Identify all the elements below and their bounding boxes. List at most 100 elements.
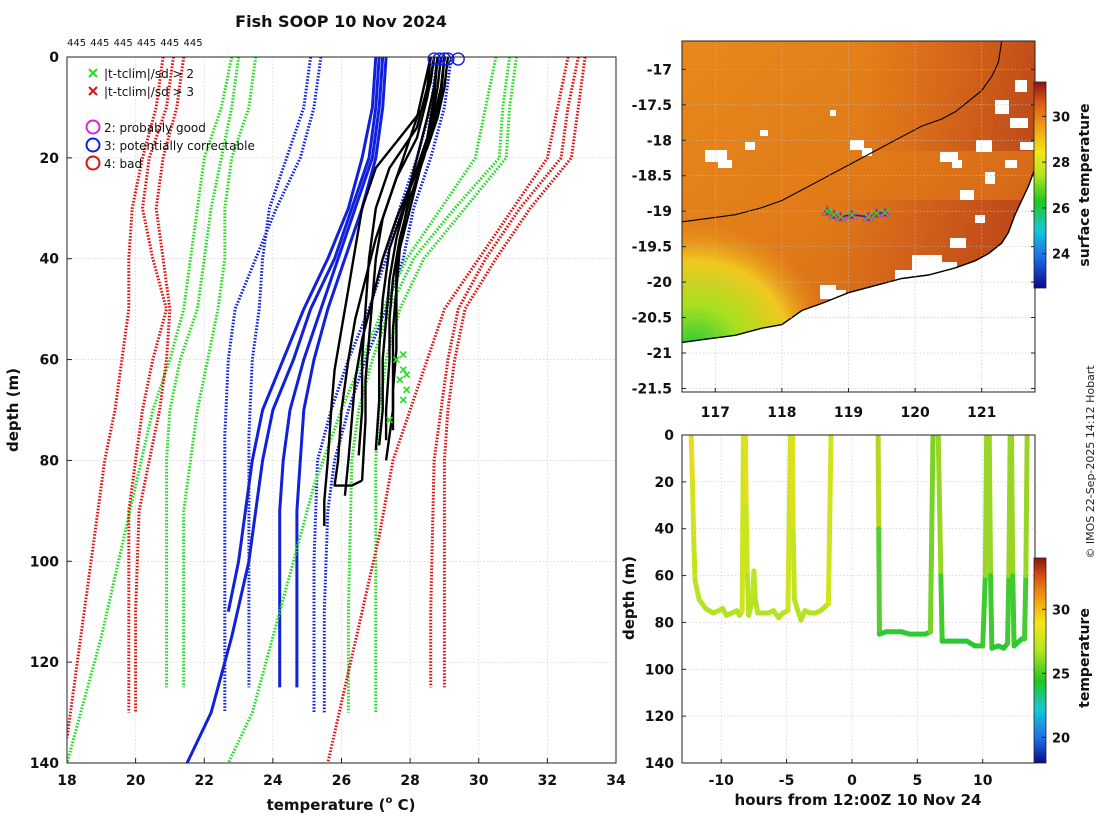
section-track-segment [742,435,749,508]
x-tick-label: 28 [400,773,419,789]
profile-id-label: 445 [67,38,86,49]
section-x-tick-label: -10 [709,773,735,789]
x-label-degree: o [385,795,392,806]
section-track-segment [825,435,834,607]
temperature-colorbar-tick-label: 30 [1052,603,1070,618]
y-tick-label: 0 [49,50,59,66]
x-tick-label: 34 [606,773,626,789]
profile-x-axis-label: temperature (o C) [267,795,416,814]
y-tick-label: 20 [40,151,60,167]
y-tick-label: 120 [30,655,59,671]
magenta-circle-icon [85,119,101,135]
climatology-line [67,57,165,739]
cloud-patch [850,140,864,150]
legend-label: 4: bad [104,157,142,171]
temperature-colorbar-tick-label: 20 [1052,731,1070,746]
qc-marker [399,366,407,374]
qc-marker [399,350,407,359]
section-x-tick-label: 10 [973,773,993,789]
climatology-line [312,57,440,713]
climatology-line [134,57,186,713]
cloud-patch [950,238,966,248]
cloud-patch [995,100,1009,114]
section-track-segment [927,435,936,635]
map-y-tick-label: -17.5 [632,98,672,114]
section-track-segment [988,573,995,651]
climatology-line [247,57,313,688]
station-cross-marker [871,208,882,218]
green-x-marker-icon [88,68,98,78]
section-y-tick-label: 60 [655,569,675,585]
x-tick-label: 20 [126,773,146,789]
map-x-tick-label: 119 [834,405,863,421]
sst-colorbar-tick-label: 26 [1052,202,1070,217]
x-label-main: temperature ( [267,796,386,814]
cloud-patch [895,270,913,280]
xbt-station-markers [821,205,891,222]
climatology-line [429,57,580,688]
section-y-axis-label: depth (m) [620,556,638,640]
x-tick-label: 32 [538,773,557,789]
map-y-tick-label: -18 [647,133,672,149]
legend-entry-probably-good: 2: probably good [85,119,206,135]
section-track-segment [746,596,756,618]
profile-id-labels: 445 445 445 445 445 445 [67,38,203,49]
section-y-tick-label: 40 [655,522,675,538]
qc-marker [399,396,407,404]
sst-colorbar: 24 26 28 30 surface temperature [1033,81,1093,289]
section-track-segment [875,435,882,532]
section-x-tick-label: 5 [912,773,922,789]
section-track-segment [935,435,944,579]
cloud-patch [1005,160,1017,168]
profile-line [378,57,439,446]
profile-line [391,57,450,431]
temperature-colorbar-gradient [1033,557,1047,764]
surface-flag-marker [437,52,452,66]
section-track-segment [1022,573,1029,642]
legend-entry-potentially-correctable: 3: potentially correctable [85,137,255,153]
station-cross-marker [880,208,890,218]
profile-panel: 18 20 22 24 26 28 30 32 34 0 20 40 60 80 100 120 140 445… [4,38,626,814]
x-label-unit: C) [392,796,415,814]
profile-line [343,57,446,496]
surface-flag-marker [441,52,455,66]
section-track-segment [790,526,797,602]
cloud-patch [960,190,974,200]
climatology-line [295,57,388,688]
map-y-tick-label: -18.5 [632,169,672,185]
y-tick-label: 80 [40,453,60,469]
map-x-tick-label: 118 [767,405,796,421]
sst-map-axis-ticks: 117 118 119 120 121 -17 -17.5 -18 -18.5 -19 -19.5 -… [632,62,1035,421]
profile-legend: |t-tclim|/sd > 2 |t-tclim|/sd > 3 2: pro… [85,67,255,171]
section-y-tick-label: 80 [655,615,675,631]
section-track-segment [980,573,988,649]
cloud-patch [940,152,958,162]
legend-entry-bad: 4: bad [85,155,142,171]
map-x-tick-label: 120 [900,405,929,421]
section-x-tick-label: 0 [847,773,857,789]
section-y-tick-label: 140 [645,756,674,772]
section-track-segment [1023,435,1030,579]
sst-colorbar-tick-label: 28 [1052,156,1070,171]
section-track-segment [789,435,796,532]
profile-y-axis-label: depth (m) [4,368,22,452]
section-x-tick-label: -5 [779,773,795,789]
qc-marker [396,376,404,384]
climatology-line [346,57,512,713]
cloud-patch [952,160,962,168]
section-track-segment [986,435,994,579]
red-circle-icon [85,155,101,171]
climatology-line [442,57,587,688]
blue-circle-icon [85,137,101,153]
legend-entry-sd2: |t-tclim|/sd > 2 [88,67,194,81]
climatology-line [223,57,323,713]
temperature-colorbar: 20 25 30 temperature [1033,557,1093,764]
surface-flag-marker [427,52,441,66]
map-x-tick-label: 117 [701,405,730,421]
legend-label: 3: potentially correctable [104,139,255,153]
map-y-tick-label: -19 [647,204,672,220]
map-y-tick-label: -17 [647,62,672,78]
climatology-line [226,57,498,763]
